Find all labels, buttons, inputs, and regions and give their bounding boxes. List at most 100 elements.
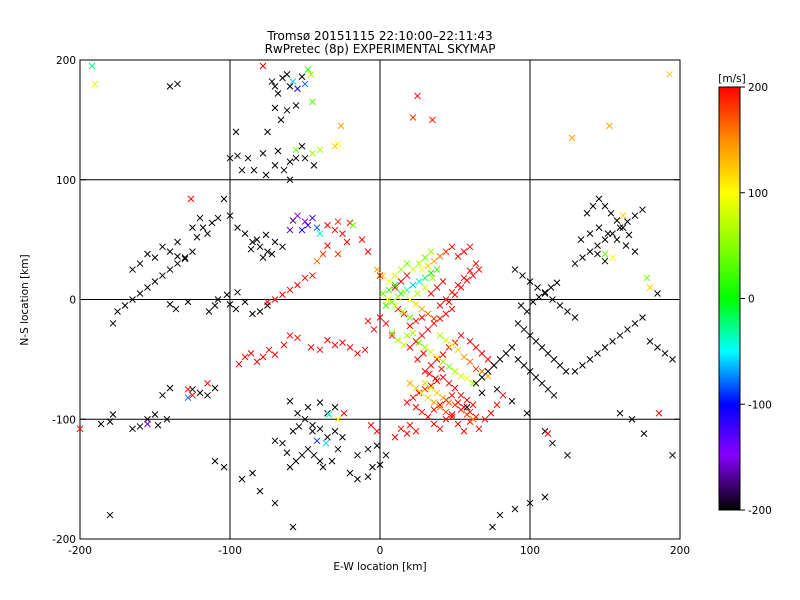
data-point-x-marker — [484, 367, 492, 375]
marker-stroke — [279, 291, 286, 299]
data-point-x-marker — [174, 238, 181, 246]
marker-stroke — [289, 78, 297, 85]
data-point-x-marker — [298, 226, 306, 234]
data-point-x-marker — [184, 385, 192, 393]
data-point-x-marker — [304, 403, 312, 411]
data-point-x-marker — [166, 266, 174, 273]
marker-stroke — [631, 212, 639, 220]
data-point-x-marker — [436, 425, 444, 433]
data-point-x-marker — [529, 298, 537, 306]
marker-stroke — [294, 85, 301, 93]
chart-title-line-1: Tromsø 20151115 22:10:00–22:11:43 — [266, 29, 492, 43]
marker-stroke — [114, 308, 121, 315]
data-point-x-marker — [460, 353, 468, 361]
data-point-x-marker — [432, 375, 439, 382]
marker-stroke — [460, 353, 468, 361]
marker-stroke — [451, 401, 459, 409]
data-point-x-marker — [519, 272, 526, 279]
marker-stroke — [256, 308, 264, 315]
data-point-x-marker — [478, 367, 486, 375]
marker-stroke — [172, 305, 180, 313]
marker-stroke — [334, 415, 342, 423]
data-point-x-marker — [220, 463, 228, 471]
data-point-x-marker — [426, 370, 433, 378]
data-point-x-marker — [334, 218, 342, 226]
data-point-x-marker — [301, 274, 309, 282]
marker-stroke — [421, 344, 429, 351]
marker-stroke — [189, 224, 196, 232]
data-point-x-marker — [493, 385, 501, 393]
data-point-x-marker — [607, 209, 615, 217]
marker-stroke — [385, 286, 393, 294]
data-point-x-marker — [370, 326, 378, 333]
marker-stroke — [487, 409, 495, 417]
data-point-x-marker — [466, 338, 474, 345]
marker-stroke — [529, 298, 537, 306]
data-point-x-marker — [514, 356, 522, 363]
data-point-x-marker — [409, 114, 417, 121]
data-point-x-marker — [418, 408, 426, 416]
marker-stroke — [310, 451, 318, 459]
data-point-x-marker — [616, 332, 624, 339]
data-point-x-marker — [144, 420, 151, 428]
data-point-x-marker — [232, 128, 240, 136]
marker-stroke — [475, 425, 483, 433]
data-point-x-marker — [271, 238, 279, 246]
data-point-x-marker — [400, 288, 408, 296]
marker-stroke — [535, 293, 543, 301]
marker-stroke — [249, 238, 256, 246]
marker-stroke — [259, 62, 267, 70]
marker-stroke — [589, 202, 597, 210]
data-point-x-marker — [129, 296, 136, 303]
marker-stroke — [493, 385, 501, 393]
data-point-x-marker — [189, 391, 196, 399]
marker-stroke — [594, 242, 601, 249]
data-point-x-marker — [403, 399, 411, 406]
data-point-x-marker — [481, 415, 489, 423]
data-point-x-marker — [334, 415, 342, 423]
data-point-x-marker — [313, 437, 321, 445]
marker-stroke — [189, 391, 196, 399]
marker-stroke — [436, 401, 444, 409]
marker-stroke — [184, 298, 192, 306]
marker-stroke — [424, 310, 432, 318]
marker-stroke — [307, 71, 315, 78]
marker-stroke — [472, 260, 480, 267]
data-point-x-marker — [301, 80, 309, 88]
marker-stroke — [289, 427, 297, 435]
data-point-x-marker — [279, 74, 286, 82]
data-point-x-marker — [232, 305, 240, 313]
marker-stroke — [388, 329, 396, 337]
data-point-x-marker — [436, 403, 444, 411]
data-point-x-marker — [478, 350, 486, 357]
marker-stroke — [364, 317, 372, 325]
marker-stroke — [442, 415, 450, 423]
data-point-x-marker — [466, 267, 474, 275]
data-point-x-marker — [319, 463, 327, 471]
marker-stroke — [249, 469, 256, 477]
data-point-x-marker — [526, 499, 534, 507]
marker-stroke — [151, 254, 159, 261]
data-point-x-marker — [241, 298, 249, 306]
data-point-x-marker — [331, 142, 339, 150]
data-point-x-marker — [324, 242, 331, 249]
data-point-x-marker — [316, 399, 324, 406]
marker-stroke — [319, 463, 327, 471]
data-point-x-marker — [586, 248, 594, 255]
marker-stroke — [601, 257, 609, 265]
marker-stroke — [400, 310, 408, 318]
data-point-x-marker — [264, 128, 271, 136]
marker-stroke — [294, 334, 301, 342]
data-point-x-marker — [433, 356, 441, 363]
marker-stroke — [382, 302, 390, 309]
marker-stroke — [373, 442, 381, 449]
data-point-x-marker — [549, 439, 556, 447]
marker-stroke — [211, 384, 219, 392]
marker-stroke — [339, 339, 346, 346]
marker-stroke — [394, 305, 402, 313]
marker-stroke — [624, 218, 631, 226]
marker-stroke — [463, 403, 471, 411]
marker-stroke — [379, 272, 387, 279]
data-point-x-marker — [121, 302, 129, 309]
data-point-x-marker — [571, 314, 579, 321]
